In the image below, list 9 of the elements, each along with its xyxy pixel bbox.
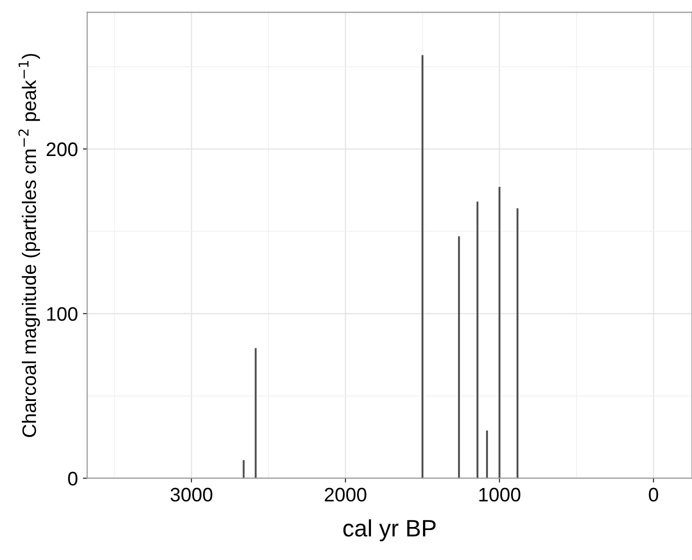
y-tick-label: 0 [68,472,78,486]
x-tick-label: 2000 [324,488,366,502]
y-tick-label: 200 [46,142,78,156]
y-axis-title: Charcoal magnitude (particles cm$^{−2}$ peak$^{−1}$) [18,54,40,437]
x-tick-label: 3000 [170,488,212,502]
x-tick-label: 1000 [479,488,520,502]
y-tick-label: 100 [47,307,78,321]
x-tick-label: 0 [648,488,658,502]
x-axis-title: cal yr BP [343,519,436,542]
